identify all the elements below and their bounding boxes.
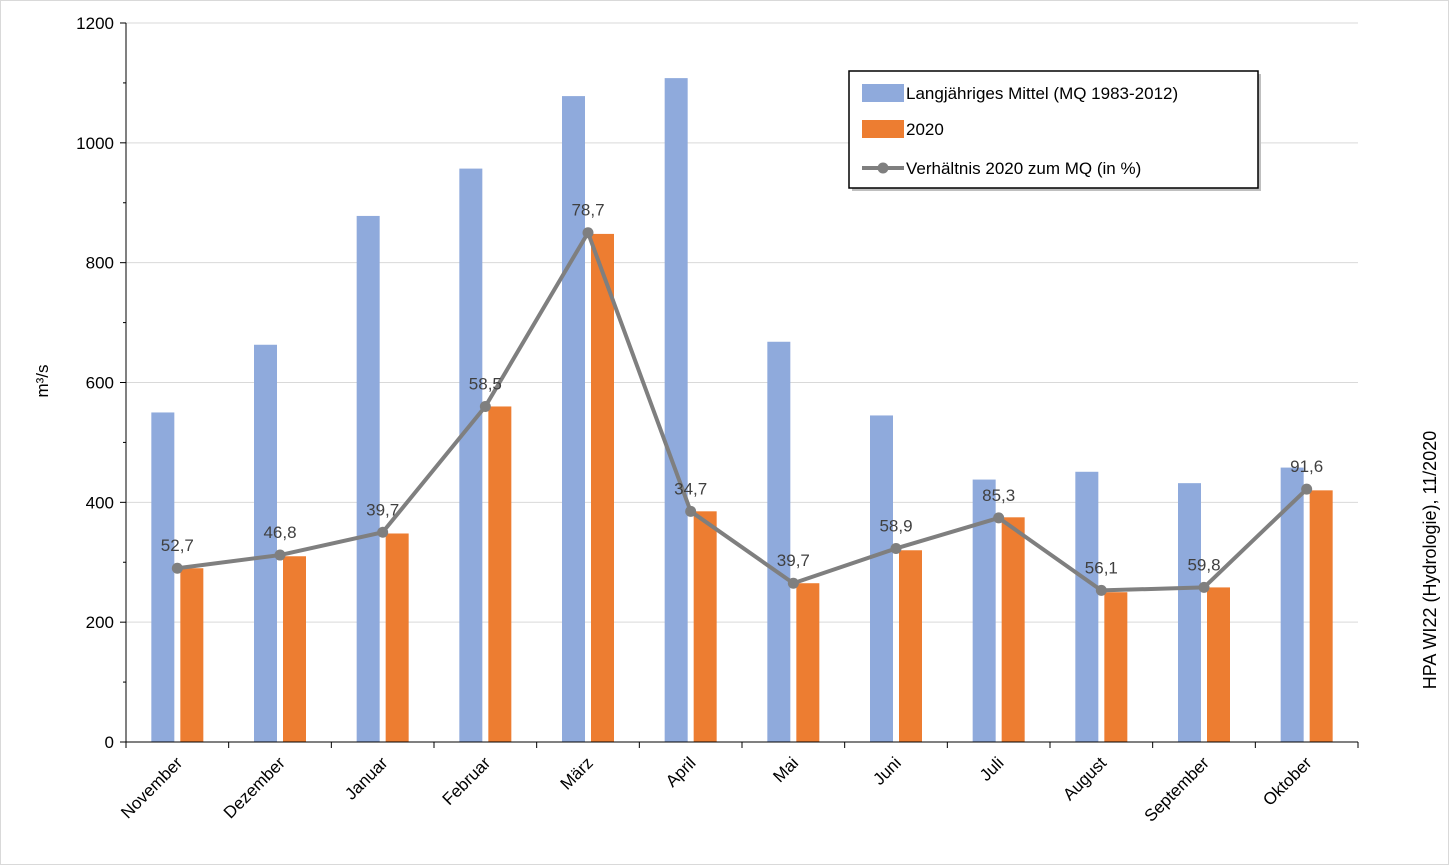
bar-mq [1075, 471, 1099, 742]
legend-entry-label: 2020 [906, 120, 944, 139]
ratio-point [993, 512, 1005, 524]
x-category-label: Mai [769, 753, 802, 786]
ratio-point [685, 505, 697, 517]
x-category-label: September [1141, 753, 1213, 825]
legend-entry-label: Langjähriges Mittel (MQ 1983-2012) [906, 84, 1178, 103]
ratio-point [890, 542, 902, 554]
bar-mq [972, 479, 996, 742]
bar-2020 [488, 406, 512, 742]
ratio-data-label: 78,7 [571, 201, 604, 220]
x-category-label: Februar [439, 753, 495, 809]
bar-mq [356, 215, 380, 743]
ratio-point [787, 577, 799, 589]
x-category-label: Dezember [220, 753, 289, 822]
x-category-label: März [557, 753, 597, 793]
y-tick-label: 400 [86, 493, 114, 512]
y-tick-label: 1000 [76, 134, 114, 153]
bar-2020 [1001, 517, 1025, 742]
bar-2020 [693, 511, 717, 742]
gridlines [126, 22, 1358, 623]
ratio-data-label: 52,7 [161, 536, 194, 555]
bar-2020 [283, 556, 306, 742]
ratio-data-label: 56,1 [1085, 558, 1118, 577]
ratio-data-label: 39,7 [777, 551, 810, 570]
bar-2020 [385, 533, 409, 742]
y-tick-label: 0 [105, 733, 114, 752]
x-category-label: Januar [341, 753, 391, 803]
bar-2020 [180, 568, 204, 742]
ratio-data-label: 59,8 [1187, 555, 1220, 574]
legend: Langjähriges Mittel (MQ 1983-2012) 2020 Ve… [848, 70, 1261, 191]
x-category-label: Juni [869, 753, 904, 788]
ratio-data-label: 58,5 [469, 374, 502, 393]
bar-mq [254, 344, 277, 742]
bar-mq [151, 412, 175, 742]
bar-mq [870, 415, 893, 742]
ratio-data-label: 46,8 [263, 523, 296, 542]
ratio-line-path [177, 230, 1309, 593]
ratio-point [171, 562, 183, 574]
y-axis-title: m³/s [33, 364, 52, 397]
ratio-data-label: 39,7 [366, 500, 399, 519]
bar-2020 [591, 233, 614, 742]
legend-swatch-mq [862, 84, 904, 102]
ratio-line: 52,7 46,8 39,7 58,5 78,7 34,7 39,7 58,9 85,3 56,1… [161, 201, 1323, 596]
bar-2020 [899, 550, 922, 742]
ratio-point [377, 526, 389, 538]
bars [151, 78, 1333, 743]
bar-2020 [1104, 592, 1128, 742]
x-category-label: November [117, 753, 186, 822]
ratio-point [1095, 584, 1107, 596]
bar-mq [1178, 483, 1201, 742]
legend-entry-label: Verhältnis 2020 zum MQ (in %) [906, 159, 1141, 178]
bar-mq [459, 168, 483, 742]
ratio-point [582, 227, 594, 239]
ratio-point [274, 549, 286, 561]
bar-mq [664, 78, 688, 742]
ratio-point [479, 400, 491, 412]
ratio-point [1301, 483, 1313, 495]
y-tick-label: 800 [86, 254, 114, 273]
bar-2020 [1207, 587, 1230, 742]
bar-2020 [1309, 490, 1333, 742]
bar-2020 [796, 583, 820, 742]
ratio-data-label: 85,3 [982, 486, 1015, 505]
credit-text: HPA WI22 (Hydrologie), 11/2020 [1420, 431, 1440, 689]
y-tick-label: 1200 [76, 14, 114, 33]
ratio-point [1198, 581, 1210, 593]
x-category-label: Juli [976, 753, 1007, 784]
legend-box [848, 70, 1259, 189]
legend-swatch-2020 [862, 120, 904, 138]
x-category-label: Oktober [1259, 753, 1315, 809]
y-tick-label: 600 [86, 374, 114, 393]
legend-swatch-marker [877, 162, 889, 174]
y-tick-label: 200 [86, 613, 114, 632]
ratio-data-label: 58,9 [879, 516, 912, 535]
bar-mq [767, 341, 791, 742]
ratio-data-label: 34,7 [674, 479, 707, 498]
bar-mq [562, 96, 585, 743]
ratio-data-label: 91,6 [1290, 457, 1323, 476]
x-category-label: April [662, 753, 699, 790]
bar-mq [1280, 467, 1304, 742]
x-category-label: August [1059, 753, 1110, 804]
